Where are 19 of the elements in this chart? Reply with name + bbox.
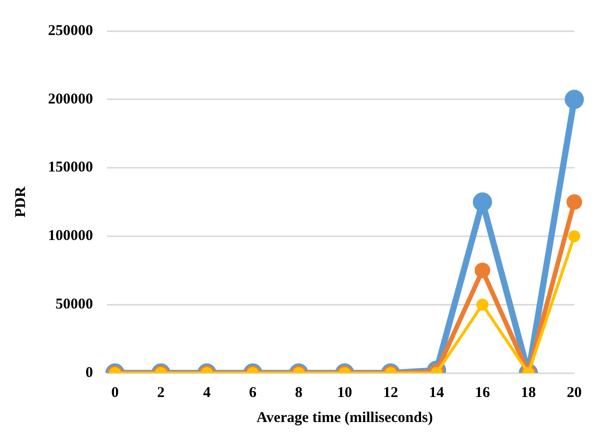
x-axis-title: Average time (milliseconds) <box>256 410 433 426</box>
y-tick-label: 150000 <box>48 160 93 176</box>
x-tick-label: 6 <box>249 384 258 401</box>
y-tick-label: 250000 <box>48 22 93 39</box>
x-tick-label: 8 <box>294 384 302 401</box>
x-tick-label: 2 <box>157 384 165 401</box>
x-tick-label: 12 <box>383 384 398 401</box>
x-tick-label: 14 <box>429 384 445 401</box>
y-tick-label: 0 <box>86 364 93 381</box>
x-tick-label: 0 <box>111 384 119 401</box>
x-tick-label: 20 <box>566 384 582 401</box>
x-tick-label: 4 <box>203 384 212 401</box>
y-axis-title: PDR <box>12 186 29 218</box>
x-tick-label: 16 <box>474 384 490 401</box>
y-tick-label: 50000 <box>56 296 93 312</box>
y-tick-label: 200000 <box>48 91 93 108</box>
x-tick-label: 10 <box>337 384 352 401</box>
x-tick-label: 18 <box>520 384 536 401</box>
y-tick-label: 100000 <box>48 228 93 244</box>
